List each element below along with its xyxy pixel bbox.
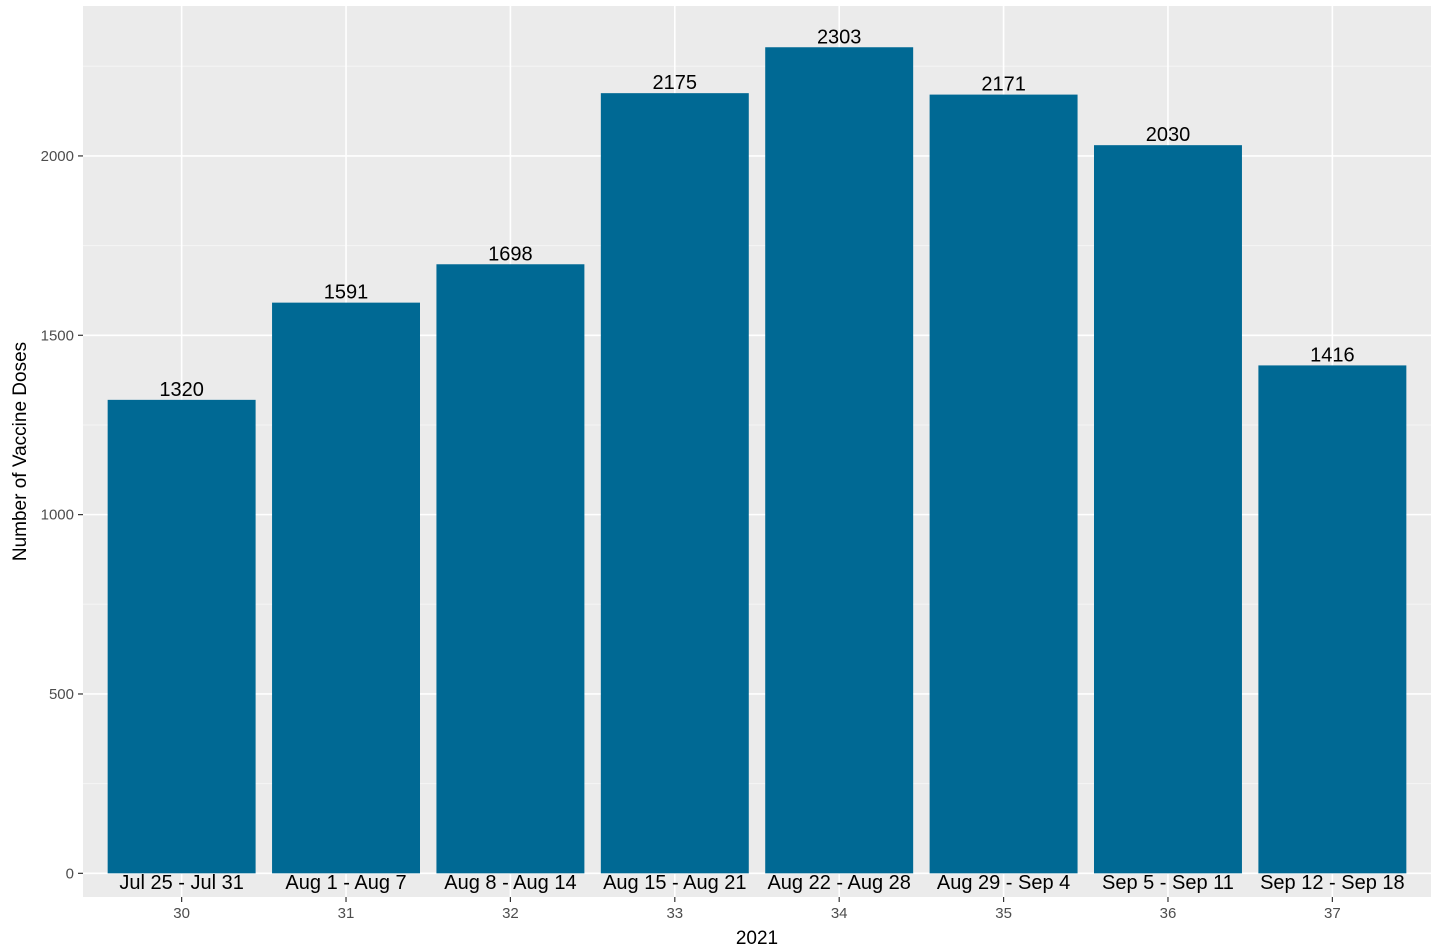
x-category-label: Aug 22 - Aug 28 <box>767 872 910 894</box>
bar-value-label: 2303 <box>817 26 862 48</box>
bar-value-labels: 1320 1591 1698 2175 2303 2171 2030 1416 <box>159 26 1354 401</box>
y-tick-label: 2000 <box>41 148 74 165</box>
x-category-label: Aug 8 - Aug 14 <box>444 872 576 894</box>
x-week-number-label: 36 <box>1160 905 1177 922</box>
x-axis: Jul 25 - Jul 31 30 Aug 1 - Aug 7 31 Aug 8 - … <box>119 872 1404 922</box>
bars <box>107 47 1407 874</box>
x-week-number-label: 35 <box>995 905 1012 922</box>
bar <box>107 399 256 874</box>
bar <box>1258 365 1407 874</box>
y-tick-label: 1500 <box>41 327 74 344</box>
x-category-label: Aug 15 - Aug 21 <box>603 872 746 894</box>
bar <box>765 47 914 874</box>
y-tick-label: 1000 <box>41 507 74 524</box>
bar-value-label: 1591 <box>324 282 369 304</box>
x-week-number-label: 34 <box>831 905 848 922</box>
bar <box>1094 145 1242 874</box>
bar-value-label: 1698 <box>488 243 533 265</box>
bar-value-label: 1416 <box>1310 344 1355 366</box>
x-category-label: Sep 12 - Sep 18 <box>1260 872 1405 894</box>
x-week-number-label: 33 <box>666 905 683 922</box>
bar <box>436 264 585 874</box>
x-week-number-label: 31 <box>338 905 355 922</box>
x-week-number-label: 32 <box>502 905 519 922</box>
y-axis: 0 500 1000 1500 2000 <box>41 148 83 882</box>
y-axis-title: Number of Vaccine Doses <box>10 342 31 561</box>
y-tick-label: 500 <box>49 686 74 703</box>
x-axis-title: 2021 <box>736 928 778 949</box>
bar <box>272 302 420 874</box>
x-category-label: Aug 29 - Sep 4 <box>937 872 1070 894</box>
x-category-label: Aug 1 - Aug 7 <box>285 872 406 894</box>
x-category-label: Jul 25 - Jul 31 <box>119 872 244 894</box>
x-week-number-label: 37 <box>1324 905 1341 922</box>
bar <box>600 93 749 874</box>
x-category-label: Sep 5 - Sep 11 <box>1102 872 1234 894</box>
x-week-number-label: 30 <box>173 905 190 922</box>
bar-value-label: 2171 <box>981 74 1026 96</box>
bar-value-label: 1320 <box>159 379 204 401</box>
bar-value-label: 2030 <box>1146 124 1191 146</box>
bar <box>929 94 1078 874</box>
bar-value-label: 2175 <box>653 72 698 94</box>
y-tick-label: 0 <box>66 865 74 882</box>
